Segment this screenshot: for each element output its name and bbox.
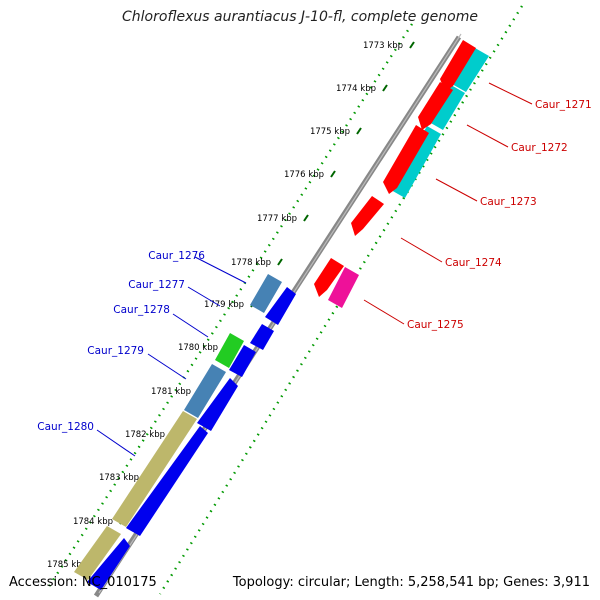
gene-caur-1273-feature bbox=[383, 125, 429, 194]
scale-tick bbox=[330, 170, 336, 178]
scale-tick-label: 1783 kbp bbox=[99, 473, 139, 483]
reverse-strand-genes bbox=[74, 274, 296, 590]
gene-label: Caur_1273 bbox=[480, 196, 537, 208]
gene-label: Caur_1280 bbox=[37, 421, 94, 433]
scale-tick-label: 1777 kbp bbox=[257, 214, 297, 224]
scale-tick-label: 1782 kbp bbox=[125, 430, 165, 440]
scale-tick-label: 1781 kbp bbox=[151, 387, 191, 397]
gene-caur-1271-feature bbox=[440, 40, 476, 92]
scale-tick bbox=[356, 127, 362, 135]
gene-label: Caur_1272 bbox=[511, 142, 568, 154]
gene-caur-1280-feature bbox=[112, 411, 197, 527]
gene-caur-1278-feature bbox=[215, 333, 244, 368]
scale-tick bbox=[277, 258, 283, 266]
gene-caur-1276-feature bbox=[250, 274, 282, 313]
scale-tick-label: 1779 kbp bbox=[204, 300, 244, 310]
gene-caur-1277-arrow bbox=[250, 324, 274, 350]
gene-caur-1275-feature bbox=[314, 258, 344, 297]
label-leader-lines bbox=[96, 82, 533, 457]
scale-tick bbox=[382, 84, 388, 92]
gene-caur-1279-feature bbox=[184, 364, 226, 418]
gene-caur-1280-arrow bbox=[126, 426, 208, 536]
label-leader-line bbox=[187, 286, 221, 307]
label-leader-line bbox=[435, 178, 478, 202]
gene-lower-arrow bbox=[87, 538, 130, 590]
label-leader-line bbox=[488, 82, 533, 105]
gene-label: Caur_1279 bbox=[87, 345, 144, 357]
scale-tick-label: 1784 kbp bbox=[73, 517, 113, 527]
scale-tick-label: 1775 kbp bbox=[310, 127, 350, 137]
label-leader-line bbox=[96, 429, 136, 457]
label-leader-line bbox=[363, 299, 405, 325]
forward-strand-genes bbox=[314, 40, 489, 308]
gene-caur-1272-feature bbox=[418, 82, 453, 130]
gene-caur-1274-feature bbox=[351, 196, 384, 236]
label-leader-line bbox=[466, 124, 509, 148]
gene-caur-1275-cds bbox=[328, 267, 359, 308]
scale-tick-label: 1776 kbp bbox=[284, 170, 324, 180]
gene-caur-1276-arrow bbox=[265, 287, 296, 325]
scale-tick bbox=[303, 214, 309, 222]
gene-labels: Caur_1271 Caur_1272 Caur_1273 Caur_1274 Caur… bbox=[37, 99, 591, 433]
scale-tick-label: 1785 kbp bbox=[47, 560, 87, 570]
accession-text: Accession: NC_010175 bbox=[9, 575, 157, 590]
gene-label: Caur_1277 bbox=[128, 279, 185, 291]
scale-tick bbox=[409, 41, 415, 49]
gene-caur-1271-cds bbox=[452, 48, 489, 92]
gene-label: Caur_1278 bbox=[113, 304, 170, 316]
topology-summary: Topology: circular; Length: 5,258,541 bp… bbox=[232, 575, 590, 590]
gene-caur-1278-arrow bbox=[229, 345, 256, 377]
scale-tick-label: 1774 kbp bbox=[336, 84, 376, 94]
gene-caur-1279-arrow bbox=[197, 378, 238, 431]
gene-label: Caur_1274 bbox=[445, 257, 502, 269]
label-leader-line bbox=[172, 313, 209, 338]
gene-label: Caur_1276 bbox=[148, 250, 205, 262]
scale-tick-labels: 1773 kbp 1774 kbp 1775 kbp 1776 kbp 1777 kbp… bbox=[47, 41, 403, 570]
gene-caur-1272-cds bbox=[429, 85, 465, 130]
gene-caur-1273-cds bbox=[391, 126, 441, 198]
gene-label: Caur_1275 bbox=[407, 319, 464, 331]
label-leader-line bbox=[147, 353, 187, 380]
scale-tick-label: 1773 kbp bbox=[363, 41, 403, 51]
scale-tick-label: 1778 kbp bbox=[231, 258, 271, 268]
label-leader-line bbox=[194, 256, 247, 284]
scale-tick-label: 1780 kbp bbox=[178, 343, 218, 353]
map-title: Chloroflexus aurantiacus J-10-fl, comple… bbox=[122, 9, 478, 25]
label-leader-line bbox=[400, 237, 443, 263]
gene-lower-feature bbox=[74, 526, 121, 580]
gene-label: Caur_1271 bbox=[535, 99, 592, 111]
